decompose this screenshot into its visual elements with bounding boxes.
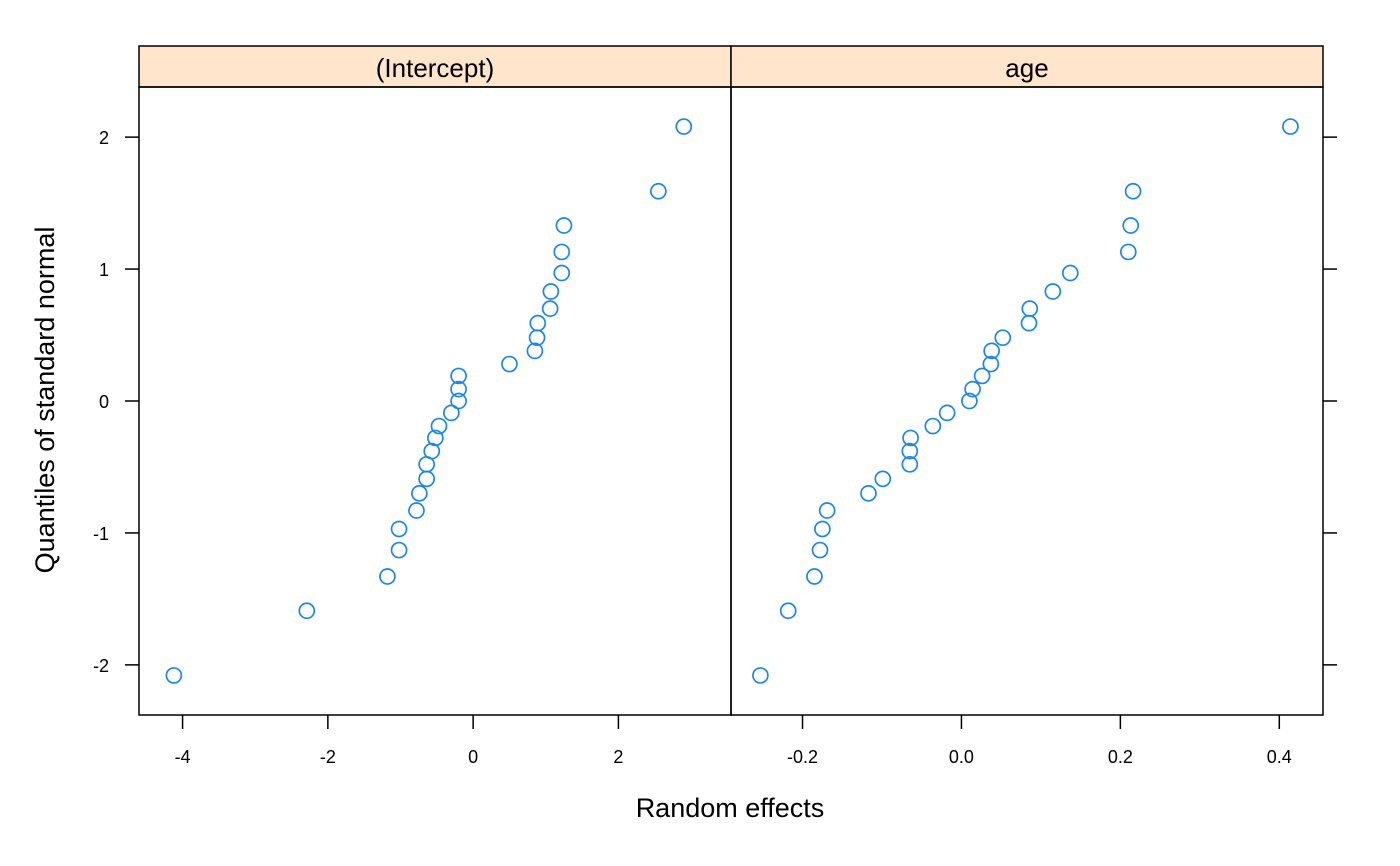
data-point: [541, 300, 559, 317]
y-tick-label: 1: [99, 260, 109, 280]
panel-0: (Intercept) -4 -2 0 2: [138, 45, 732, 767]
data-point: [555, 217, 573, 234]
data-point: [1122, 217, 1140, 234]
panel-strip-label: (Intercept): [376, 53, 495, 83]
data-point: [814, 520, 831, 538]
data-point: [818, 502, 836, 519]
data-point: [902, 429, 919, 447]
data-point: [1124, 182, 1142, 200]
data-point: [390, 520, 408, 538]
data-point: [430, 417, 448, 435]
y-tick-label: -2: [93, 656, 109, 676]
data-point: [298, 602, 316, 620]
data-point: [1020, 314, 1038, 332]
data-point: [1021, 300, 1039, 317]
data-point: [408, 502, 425, 519]
data-point: [675, 118, 693, 135]
data-point: [450, 367, 467, 385]
data-point: [901, 442, 919, 460]
data-point: [752, 667, 769, 684]
panel-frame: [138, 86, 732, 716]
data-point: [390, 541, 408, 559]
data-point: [860, 485, 877, 502]
panel-1: age -0.2 0.0 0.2 0.4: [730, 45, 1324, 767]
data-point: [1061, 264, 1079, 282]
x-tick-label: -4: [175, 747, 191, 767]
data-point: [427, 429, 444, 447]
data-point: [982, 355, 1000, 373]
data-point: [650, 182, 667, 200]
x-tick-label: 0.0: [949, 747, 974, 767]
data-point: [450, 392, 467, 410]
data-point: [553, 264, 571, 282]
data-point: [811, 541, 829, 559]
data-point: [964, 380, 981, 398]
data-point: [901, 455, 919, 473]
data-point: [379, 568, 396, 585]
data-point: [553, 243, 571, 261]
data-point: [983, 342, 1000, 360]
data-point: [994, 329, 1012, 347]
data-point: [924, 417, 942, 435]
data-point: [165, 667, 183, 684]
data-point: [806, 568, 823, 585]
data-point: [526, 342, 544, 360]
panel-frame: [730, 86, 1324, 716]
data-point: [529, 314, 547, 332]
panels-layer: (Intercept) -4 -2 0 2 age -0.2 0.0 0.2 0.4: [138, 45, 1324, 767]
x-tick-label: -0.2: [787, 747, 818, 767]
data-point: [418, 470, 435, 488]
y-axis: -2 -1 0 1 2: [93, 128, 1337, 676]
data-point: [779, 602, 797, 620]
data-point: [501, 355, 518, 373]
x-tick-label: -2: [320, 747, 336, 767]
x-tick-label: 2: [613, 747, 623, 767]
data-point: [1282, 118, 1299, 135]
x-tick-label: 0.2: [1108, 747, 1133, 767]
panel-strip: [138, 45, 732, 88]
data-point: [938, 404, 956, 422]
y-axis-title: Quantiles of standard normal: [30, 227, 60, 574]
data-point: [961, 392, 978, 410]
data-point: [442, 404, 460, 422]
x-axis-title: Random effects: [636, 793, 825, 823]
panel-strip-label: age: [1005, 53, 1048, 83]
data-point: [450, 380, 467, 398]
y-tick-label: 2: [99, 128, 109, 148]
x-tick-label: 0: [468, 747, 478, 767]
data-point: [411, 485, 428, 502]
y-tick-label: 0: [99, 392, 109, 412]
data-point: [973, 367, 991, 385]
data-point: [542, 283, 560, 300]
data-point: [1119, 243, 1137, 261]
data-point: [874, 470, 892, 488]
y-tick-label: -1: [93, 524, 109, 544]
x-tick-label: 0.4: [1267, 747, 1292, 767]
data-point: [1044, 283, 1062, 300]
